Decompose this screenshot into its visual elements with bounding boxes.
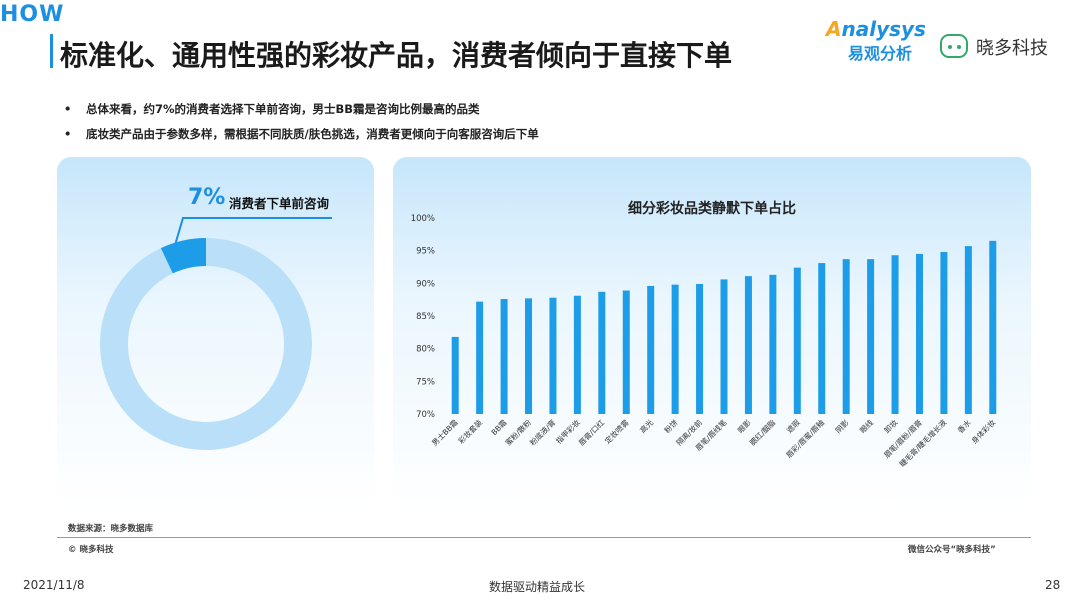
y-tick-label: 90%	[416, 279, 435, 289]
report-date: 2021/11/8	[23, 578, 85, 592]
bar	[769, 274, 777, 414]
x-tick-label: 腮红/胭脂	[747, 417, 777, 447]
consult-label: 消费者下单前咨询	[229, 196, 330, 211]
bar	[573, 295, 581, 414]
bar	[720, 279, 728, 414]
x-tick-label: 身体彩妆	[969, 417, 998, 446]
copyright: © 晓多科技	[68, 545, 114, 555]
x-tick-label: 粉饼	[662, 417, 680, 435]
x-tick-label: BB霜	[490, 418, 509, 437]
consult-donut-chart	[100, 238, 312, 450]
page-number: 28	[1045, 578, 1061, 592]
title-accent-bar	[50, 34, 53, 68]
bar-chart-panel	[393, 157, 1031, 507]
wechat-account: 微信公众号“晓多科技”	[908, 545, 996, 555]
bullet-point: • 底妆类产品由于参数多样，需根据不同肤质/肤色挑选，消费者更倾向于向客服咨询后下…	[64, 127, 539, 141]
analysys-logo: Analysys 易观分析	[826, 17, 926, 63]
bar	[500, 299, 508, 414]
y-tick-label: 70%	[416, 410, 435, 420]
y-tick-label: 95%	[416, 247, 435, 257]
footer-divider	[57, 537, 1031, 538]
bar	[696, 283, 704, 414]
bar	[940, 251, 948, 414]
x-tick-label: 卸妆	[882, 417, 900, 435]
x-tick-label: 彩妆套装	[456, 417, 485, 446]
page-title: 标准化、通用性强的彩妆产品，消费者倾向于直接下单	[60, 39, 733, 72]
bar	[915, 253, 923, 414]
xiaoduo-logo: 晓多科技	[940, 34, 1070, 64]
footer-slogan: 数据驱动精益成长	[489, 580, 586, 594]
donut-remainder-slice	[100, 238, 312, 450]
y-tick-label: 100%	[411, 214, 435, 224]
x-tick-label: 眼影	[735, 417, 753, 435]
bar	[622, 290, 630, 414]
robot-chat-icon	[940, 34, 968, 58]
bar	[793, 267, 801, 414]
y-tick-label: 85%	[416, 312, 435, 322]
bar	[964, 246, 972, 414]
callout-line	[182, 217, 332, 219]
donut-consult-slice	[160, 238, 206, 274]
bar	[818, 263, 826, 414]
x-tick-label: 阴影	[833, 417, 851, 435]
x-tick-label: 粉底液/膏	[527, 417, 557, 447]
section-tag: HOW	[0, 2, 65, 27]
bar	[451, 336, 459, 414]
bullet-point: • 总体来看，约7%的消费者选择下单前咨询，男士BB霜是咨询比例最高的品类	[64, 102, 480, 116]
x-tick-label: 高光	[637, 417, 655, 435]
x-tick-label: 定妆喷雾	[602, 417, 631, 446]
y-tick-label: 75%	[416, 377, 435, 387]
bar	[891, 255, 899, 414]
bar	[867, 259, 875, 414]
x-tick-label: 香水	[955, 417, 973, 435]
bar	[476, 301, 484, 414]
bar	[549, 297, 557, 414]
x-tick-label: 眼线	[857, 417, 875, 435]
x-tick-label: 唇膏/口红	[576, 417, 606, 447]
y-tick-label: 80%	[416, 345, 435, 355]
bar	[744, 276, 752, 414]
bar	[647, 285, 655, 414]
bar	[671, 284, 679, 414]
x-tick-label: 遮瑕	[784, 417, 802, 435]
x-tick-label: 男士BB霜	[429, 417, 459, 447]
bar	[842, 259, 850, 414]
data-source: 数据来源：晓多数据库	[68, 524, 154, 534]
chart-title: 细分彩妆品类静默下单占比	[628, 200, 796, 217]
bar	[525, 298, 533, 414]
bar	[989, 240, 997, 414]
consult-percent: 7%	[188, 185, 226, 210]
silent-order-bar-chart: 细分彩妆品类静默下单占比 70% 75% 80% 85% 90% 95% 100% 男士BB…	[411, 200, 998, 469]
bar	[598, 291, 606, 414]
